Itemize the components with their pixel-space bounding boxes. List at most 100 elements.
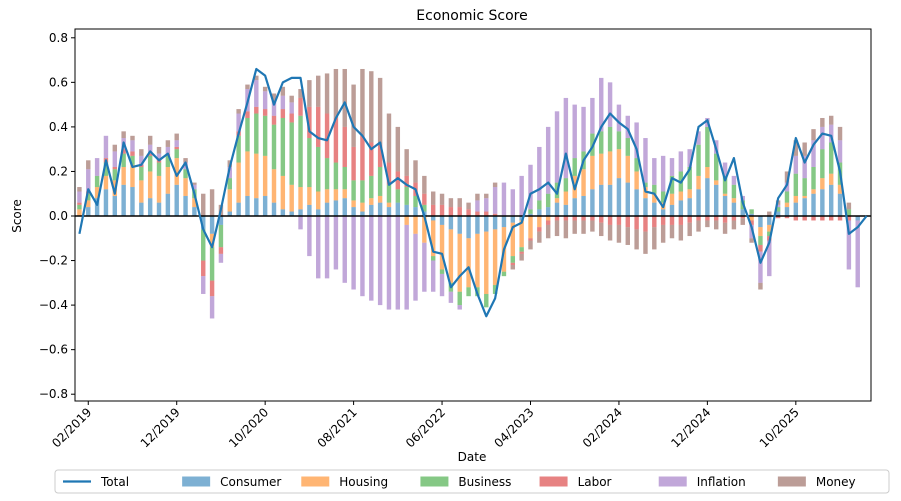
bar-consumer: [820, 189, 825, 216]
bar-labor: [749, 220, 754, 225]
bar-consumer: [678, 200, 684, 216]
bar-consumer: [324, 202, 330, 216]
bar-business: [528, 209, 533, 214]
bar-inflation: [147, 144, 153, 154]
bar-housing: [254, 153, 259, 199]
x-tick-label: 12/2019: [138, 405, 183, 450]
bar-housing: [289, 184, 294, 212]
bar-consumer: [802, 198, 807, 216]
bar-housing: [156, 175, 162, 203]
x-tick-label: 02/2019: [49, 405, 94, 450]
bar-money: [678, 224, 684, 241]
bar-consumer: [811, 193, 816, 216]
bar-inflation: [262, 91, 268, 110]
bar-labor: [395, 171, 401, 190]
bar-business: [501, 271, 507, 277]
bar-consumer: [254, 198, 259, 216]
bar-labor: [572, 216, 577, 221]
bar-labor: [369, 142, 374, 176]
bar-labor: [740, 216, 745, 219]
bar-consumer: [192, 207, 197, 216]
bar-consumer: [112, 195, 118, 216]
bar-money: [607, 224, 613, 241]
bar-business: [643, 182, 648, 188]
bar-housing: [581, 169, 586, 196]
bar-business: [183, 169, 188, 179]
bar-consumer: [510, 216, 516, 223]
bar-money: [271, 93, 277, 103]
bar-housing: [784, 202, 790, 208]
bar-housing: [192, 198, 197, 208]
bar-housing: [714, 180, 719, 185]
bar-business: [271, 124, 277, 170]
bar-money: [705, 220, 710, 228]
bar-consumer: [439, 216, 445, 225]
bar-consumer: [209, 216, 215, 234]
legend-item-inflation: Inflation: [658, 475, 746, 489]
x-tick-label: 04/2023: [491, 405, 536, 450]
bar-inflation: [510, 189, 516, 216]
bar-business: [201, 229, 206, 261]
bar-business: [828, 142, 834, 174]
bar-inflation: [77, 191, 82, 203]
bar-consumer: [289, 211, 294, 216]
bar-money: [422, 175, 427, 194]
bar-money: [669, 224, 675, 239]
bar-business: [262, 115, 268, 156]
bar-housing: [298, 187, 303, 210]
bar-consumer: [201, 216, 206, 230]
bar-inflation: [333, 216, 339, 270]
bar-consumer: [351, 207, 356, 216]
bar-housing: [316, 191, 321, 210]
bar-inflation: [846, 220, 852, 270]
bar-housing: [484, 231, 489, 294]
bar-labor: [678, 216, 684, 225]
bar-consumer: [828, 184, 834, 216]
bar-consumer: [705, 178, 710, 216]
bar-labor: [262, 109, 268, 116]
bar-labor: [289, 113, 294, 123]
bar-inflation: [342, 216, 347, 283]
bar-inflation: [360, 216, 365, 297]
bar-labor: [607, 216, 613, 225]
bar-inflation: [545, 126, 551, 194]
y-tick-label: 0.6: [49, 75, 68, 89]
bar-labor: [784, 216, 790, 219]
bar-inflation: [528, 164, 533, 210]
bar-housing: [545, 216, 551, 221]
bar-money: [360, 68, 365, 136]
bar-business: [298, 115, 303, 188]
bar-consumer: [342, 198, 347, 216]
bar-money: [262, 86, 268, 92]
bar-labor: [687, 216, 692, 223]
bar-money: [749, 238, 754, 243]
bar-consumer: [307, 204, 312, 216]
bar-money: [634, 229, 639, 250]
bar-inflation: [165, 146, 171, 154]
bar-inflation: [395, 216, 401, 310]
bar-housing: [696, 175, 701, 190]
bar-inflation: [554, 111, 560, 183]
bar-inflation: [731, 175, 737, 185]
bar-inflation: [156, 153, 162, 161]
bar-labor: [846, 216, 852, 221]
bar-series-inflation: [77, 77, 860, 319]
plot-frame: [74, 28, 872, 402]
bar-housing: [236, 162, 241, 203]
bar-business: [519, 247, 524, 252]
bar-business: [616, 131, 622, 150]
bar-labor: [386, 162, 392, 185]
bar-consumer: [767, 216, 772, 225]
bar-housing: [360, 202, 365, 212]
bar-housing: [528, 216, 533, 239]
bar-housing: [413, 216, 418, 234]
bar-consumer: [749, 213, 754, 216]
bar-money: [342, 68, 347, 127]
bar-consumer: [837, 193, 843, 216]
bar-business: [342, 166, 347, 190]
legend-item-labor: Labor: [539, 475, 612, 489]
bar-inflation: [457, 305, 462, 310]
bar-money: [156, 146, 162, 154]
bar-labor: [422, 193, 427, 205]
